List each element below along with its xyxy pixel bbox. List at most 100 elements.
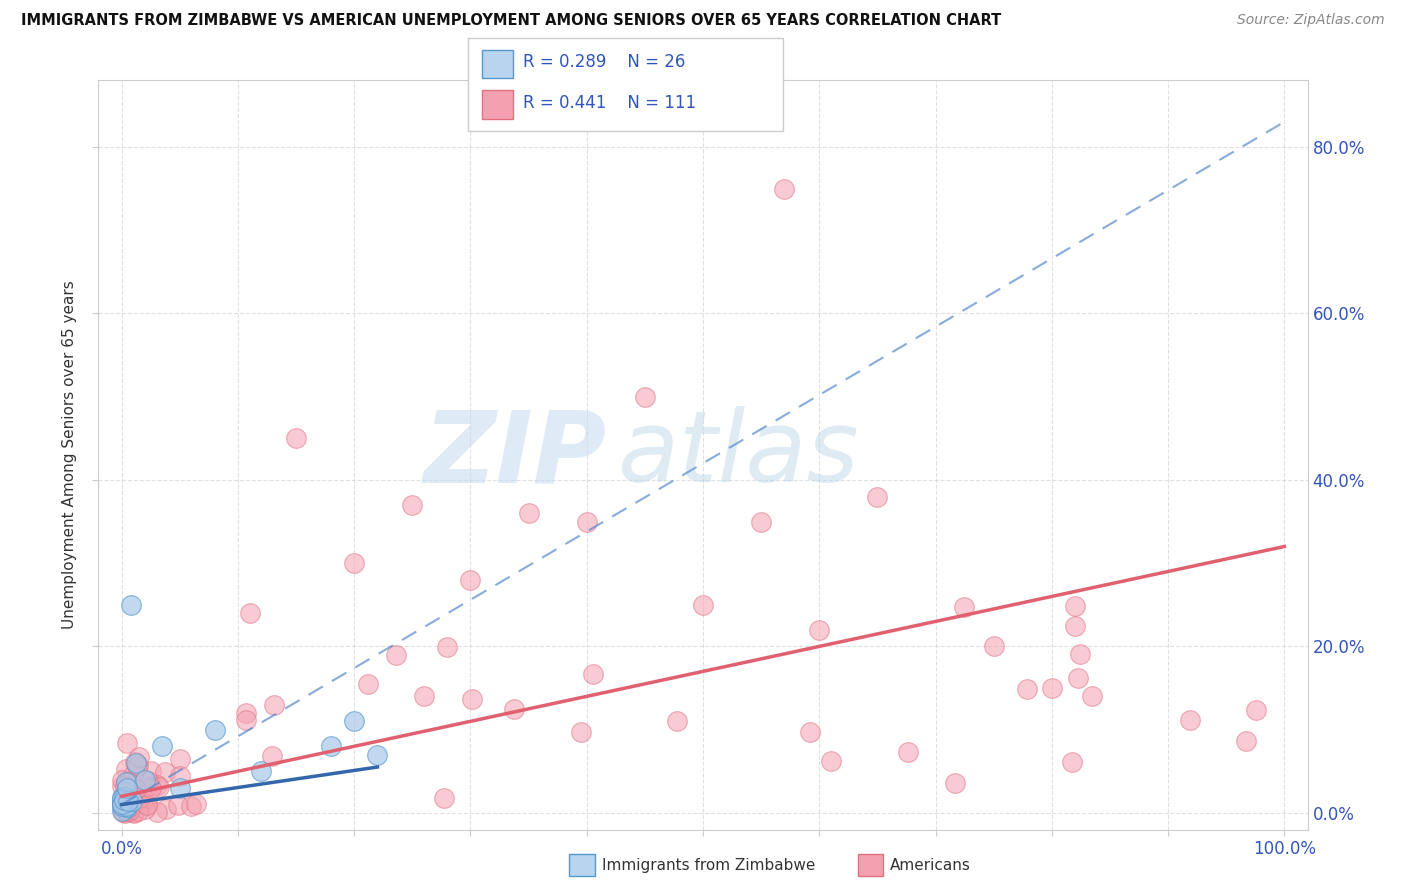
Point [114,798,136,813]
Point [897,745,920,759]
Point [112,793,135,807]
Point [114,794,136,808]
Point [114,804,136,818]
Point [117,804,139,818]
Point [146,778,169,792]
Point [112,790,135,805]
Point [115,774,138,789]
Point [180,799,202,814]
Point [692,598,714,612]
Point [983,640,1005,654]
Point [517,506,540,520]
Point [155,765,177,780]
Point [235,706,257,720]
Point [117,794,139,808]
Point [141,781,163,796]
Point [122,777,145,791]
Point [117,775,139,789]
Point [136,797,159,812]
Point [136,798,159,813]
Point [111,799,134,814]
Point [111,797,134,811]
Point [634,390,657,404]
Point [115,788,138,802]
Point [125,759,148,773]
Point [343,556,366,570]
Point [167,798,190,813]
Point [148,780,170,794]
Point [235,713,257,727]
Point [150,739,173,754]
Point [571,724,593,739]
Point [114,802,136,816]
Point [285,431,308,445]
Point [239,606,262,620]
Point [665,714,688,728]
Point [127,758,149,772]
Point [169,780,191,795]
Point [413,689,436,703]
Point [124,805,146,820]
Point [125,782,148,797]
Point [1063,619,1085,633]
Point [436,640,458,654]
Point [384,648,406,662]
Point [114,805,136,820]
Point [250,764,273,779]
Point [120,798,142,813]
Point [111,796,134,810]
Point [263,698,285,713]
Point [134,802,156,816]
Point [111,804,134,818]
Point [124,805,146,820]
Point [111,794,134,808]
Point [124,755,146,769]
Point [460,692,482,706]
Point [111,796,134,810]
Point [128,750,150,764]
Point [122,768,145,782]
Point [111,773,134,788]
Text: R = 0.289    N = 26: R = 0.289 N = 26 [523,53,685,70]
Point [1244,703,1267,717]
Point [575,515,598,529]
Point [343,714,366,729]
Point [131,795,153,809]
Point [114,780,136,794]
Point [1060,756,1083,770]
Point [114,763,136,777]
Point [260,749,283,764]
Point [120,789,142,803]
Point [134,772,156,787]
Point [460,573,482,587]
Text: R = 0.441    N = 111: R = 0.441 N = 111 [523,94,696,112]
Point [115,794,138,808]
Point [366,747,388,762]
Point [1178,713,1201,727]
Point [808,623,831,637]
Point [112,793,135,807]
Point [112,805,135,819]
Point [117,795,139,809]
Point [1067,671,1090,685]
Point [139,779,162,793]
Point [115,789,138,804]
Point [146,805,169,819]
Point [581,667,603,681]
Point [866,490,889,504]
Point [433,791,456,805]
Point [136,774,159,789]
Point [117,798,139,813]
Point [1069,647,1091,661]
Point [121,786,143,800]
Point [112,805,135,819]
Point [115,800,138,814]
Point [111,789,134,804]
Point [115,804,138,818]
Point [773,181,796,195]
Text: Immigrants from Zimbabwe: Immigrants from Zimbabwe [602,858,815,872]
Y-axis label: Unemployment Among Seniors over 65 years: Unemployment Among Seniors over 65 years [62,281,77,629]
Point [204,723,226,737]
Point [120,598,142,612]
Point [503,702,526,716]
